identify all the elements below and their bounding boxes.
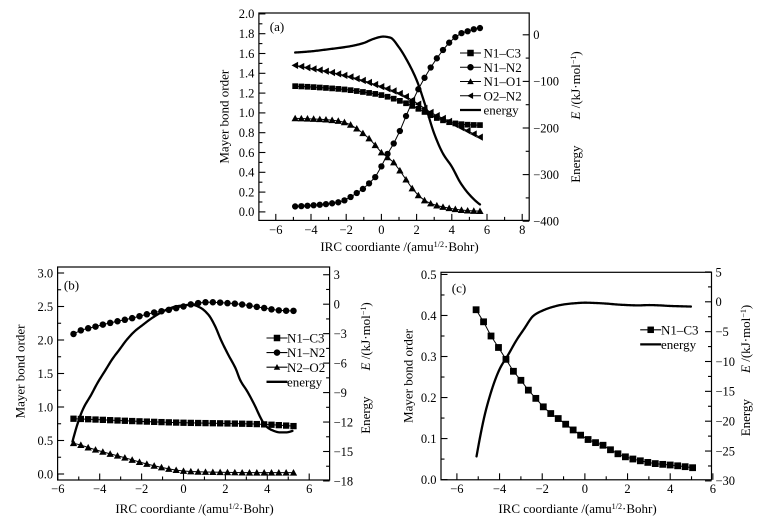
svg-text:1.8: 1.8 — [239, 27, 255, 41]
svg-text:Mayer bond order: Mayer bond order — [13, 324, 28, 419]
svg-text:(b): (b) — [64, 278, 79, 293]
svg-text:energy: energy — [661, 337, 697, 352]
svg-text:4: 4 — [449, 223, 456, 237]
svg-text:2: 2 — [624, 482, 630, 496]
svg-text:0.3: 0.3 — [421, 350, 437, 364]
svg-text:−300: −300 — [533, 168, 559, 182]
svg-text:0.0: 0.0 — [421, 473, 437, 487]
svg-text:4: 4 — [264, 482, 271, 496]
svg-text:1.0: 1.0 — [37, 400, 53, 414]
svg-text:−4: −4 — [93, 482, 107, 496]
svg-text:−2: −2 — [340, 223, 353, 237]
svg-text:2.0: 2.0 — [37, 333, 53, 347]
svg-text:Mayer bond order: Mayer bond order — [401, 328, 416, 423]
svg-text:−15: −15 — [716, 385, 736, 399]
svg-text:−6: −6 — [51, 482, 64, 496]
svg-text:−9: −9 — [334, 386, 347, 400]
svg-text:(c): (c) — [452, 281, 466, 296]
svg-text:energy: energy — [287, 374, 323, 389]
svg-text:−15: −15 — [334, 445, 354, 459]
svg-text:N1–N2: N1–N2 — [484, 60, 522, 75]
svg-text:−20: −20 — [716, 415, 736, 429]
svg-text:Energy E /(kJ·mol−1): Energy E /(kJ·mol−1) — [568, 51, 583, 183]
svg-text:−2: −2 — [536, 482, 549, 496]
svg-text:Energy E /(kJ·mol−1): Energy E /(kJ·mol−1) — [358, 302, 373, 434]
svg-text:−5: −5 — [716, 325, 729, 339]
svg-text:N1–C3: N1–C3 — [661, 322, 699, 337]
svg-text:3: 3 — [334, 268, 340, 282]
svg-text:−10: −10 — [716, 355, 736, 369]
svg-text:0.4: 0.4 — [421, 309, 437, 323]
svg-text:0: 0 — [378, 223, 384, 237]
svg-text:0.5: 0.5 — [421, 268, 437, 282]
svg-text:0.1: 0.1 — [421, 432, 437, 446]
svg-text:N1–C3: N1–C3 — [484, 46, 522, 61]
svg-text:2: 2 — [413, 223, 419, 237]
svg-text:−6: −6 — [269, 223, 282, 237]
svg-text:0.8: 0.8 — [239, 126, 255, 140]
svg-text:Energy E /(kJ·mol−1): Energy E /(kJ·mol−1) — [738, 305, 753, 437]
svg-text:IRC coordiante /(amu1/2·Bohr): IRC coordiante /(amu1/2·Bohr) — [320, 239, 478, 254]
svg-text:−18: −18 — [334, 474, 354, 488]
svg-text:0.0: 0.0 — [239, 205, 255, 219]
svg-text:−6: −6 — [450, 482, 463, 496]
svg-text:N2–O2: N2–O2 — [287, 360, 325, 375]
svg-text:IRC coordiante /(amu1/2·Bohr): IRC coordiante /(amu1/2·Bohr) — [115, 501, 273, 516]
svg-text:−4: −4 — [493, 482, 507, 496]
svg-text:O2–N2: O2–N2 — [484, 88, 522, 103]
svg-text:0.6: 0.6 — [239, 146, 255, 160]
svg-text:0: 0 — [180, 482, 186, 496]
svg-text:5: 5 — [716, 265, 722, 279]
svg-text:N1–C3: N1–C3 — [287, 331, 325, 346]
svg-text:−4: −4 — [304, 223, 318, 237]
svg-text:−12: −12 — [334, 415, 354, 429]
svg-text:−6: −6 — [334, 356, 347, 370]
svg-text:IRC coordiante /(amu1/2·Bohr): IRC coordiante /(amu1/2·Bohr) — [498, 501, 656, 516]
svg-text:8: 8 — [519, 223, 525, 237]
svg-text:6: 6 — [710, 482, 716, 496]
svg-text:0: 0 — [533, 28, 539, 42]
svg-text:N1–N2: N1–N2 — [287, 345, 325, 360]
svg-text:−25: −25 — [716, 444, 736, 458]
svg-text:0.4: 0.4 — [239, 166, 255, 180]
svg-text:1.0: 1.0 — [239, 106, 255, 120]
svg-text:−400: −400 — [533, 215, 559, 229]
svg-text:1.4: 1.4 — [239, 67, 255, 81]
svg-text:−2: −2 — [135, 482, 148, 496]
svg-text:6: 6 — [306, 482, 312, 496]
svg-text:(a): (a) — [270, 19, 284, 34]
svg-text:0: 0 — [334, 298, 340, 312]
svg-text:2.0: 2.0 — [239, 7, 255, 21]
svg-text:−100: −100 — [533, 75, 559, 89]
svg-text:−30: −30 — [716, 474, 736, 488]
svg-text:0: 0 — [582, 482, 588, 496]
svg-text:0.2: 0.2 — [239, 185, 255, 199]
svg-text:−200: −200 — [533, 121, 559, 135]
svg-text:2.5: 2.5 — [37, 300, 53, 314]
svg-text:energy: energy — [484, 103, 520, 118]
svg-text:3.0: 3.0 — [37, 266, 53, 280]
svg-text:N1–O1: N1–O1 — [484, 74, 522, 89]
svg-text:0: 0 — [716, 295, 722, 309]
svg-text:0.0: 0.0 — [37, 467, 53, 481]
svg-text:Mayer bond order: Mayer bond order — [217, 69, 232, 164]
svg-text:−3: −3 — [334, 327, 347, 341]
svg-text:1.2: 1.2 — [239, 86, 255, 100]
svg-text:1.5: 1.5 — [37, 367, 53, 381]
svg-text:2: 2 — [222, 482, 228, 496]
svg-text:4: 4 — [667, 482, 674, 496]
svg-text:0.5: 0.5 — [37, 434, 53, 448]
svg-text:6: 6 — [484, 223, 490, 237]
svg-text:1.6: 1.6 — [239, 47, 255, 61]
svg-text:0.2: 0.2 — [421, 391, 437, 405]
